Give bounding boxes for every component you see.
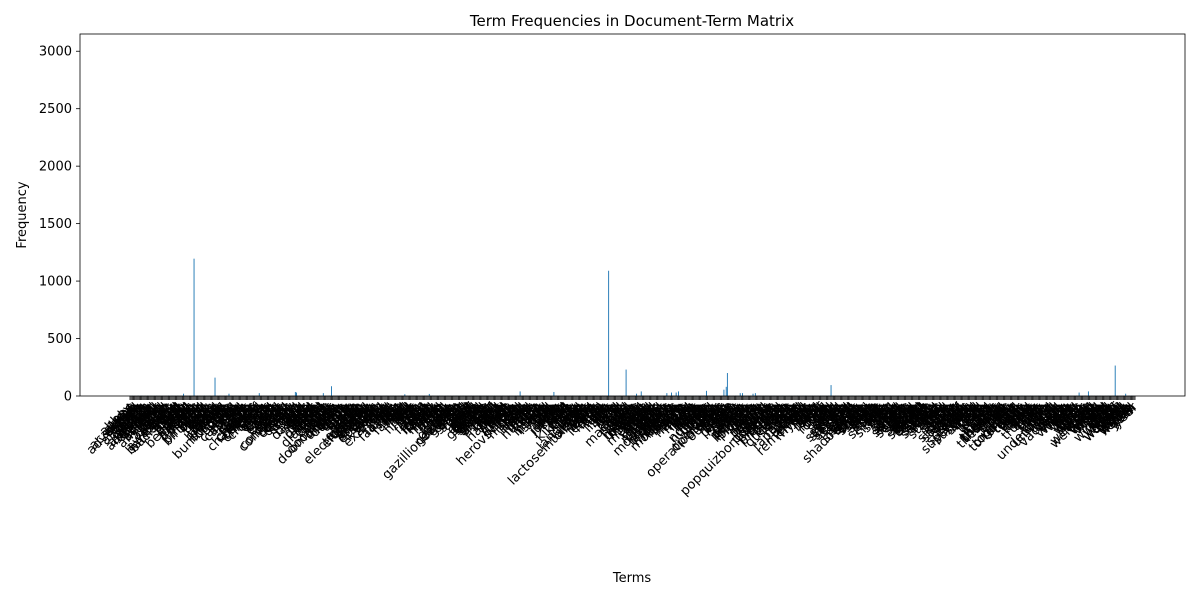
bar-hill: [519, 391, 521, 396]
y-tick-label: 500: [47, 332, 72, 347]
y-tick-label: 1000: [39, 275, 72, 290]
bar-page: [725, 386, 727, 396]
bar-war: [1078, 392, 1080, 396]
bar-machine: [625, 369, 627, 396]
bar-pain: [726, 373, 728, 396]
bar-over: [723, 389, 725, 396]
bar-pay: [739, 393, 741, 396]
bar-battle: [183, 393, 185, 396]
bar-diamond: [322, 393, 324, 396]
y-tick-label: 2000: [39, 160, 72, 175]
bar-market: [636, 393, 638, 396]
bar-feel: [404, 394, 406, 396]
bar-crew: [294, 391, 296, 396]
bar-now: [705, 390, 707, 396]
bar-monkey: [666, 393, 668, 396]
y-tick-label: 3000: [39, 45, 72, 60]
bar-sad: [830, 385, 832, 396]
bar-bus: [228, 393, 230, 396]
bar-chicken: [258, 393, 260, 396]
y-tick-label: 1500: [39, 217, 72, 232]
y-axis-label: Frequency: [15, 181, 30, 248]
bar-forest: [428, 393, 430, 396]
bar-done: [331, 386, 332, 396]
bar-worry: [1125, 393, 1127, 396]
chart-title: Term Frequencies in Document-Term Matrix: [469, 12, 794, 30]
bar-wear: [1087, 391, 1089, 396]
x-axis: abbeyabcaboutacademyactionadventureafrai…: [84, 396, 1141, 499]
bar-more: [671, 392, 672, 396]
y-tick-label: 0: [64, 390, 72, 405]
bar-maybe: [640, 391, 642, 396]
bar-mouth: [678, 391, 679, 396]
y-axis: 0 500 1000 1500 2000 2500 3000: [39, 45, 80, 405]
bar-pizza: [754, 393, 756, 396]
x-axis-label: Terms: [612, 571, 652, 586]
bar-believe: [193, 258, 195, 396]
bar-cross: [296, 392, 297, 396]
bar-witch: [1114, 365, 1116, 396]
bar-mountain: [675, 392, 677, 396]
bar-boy: [214, 377, 216, 396]
bar-join: [553, 391, 555, 396]
bar-pen: [742, 393, 744, 396]
y-tick-label: 2500: [39, 102, 72, 117]
bar-lion: [608, 270, 610, 396]
bar-pig: [752, 393, 754, 396]
